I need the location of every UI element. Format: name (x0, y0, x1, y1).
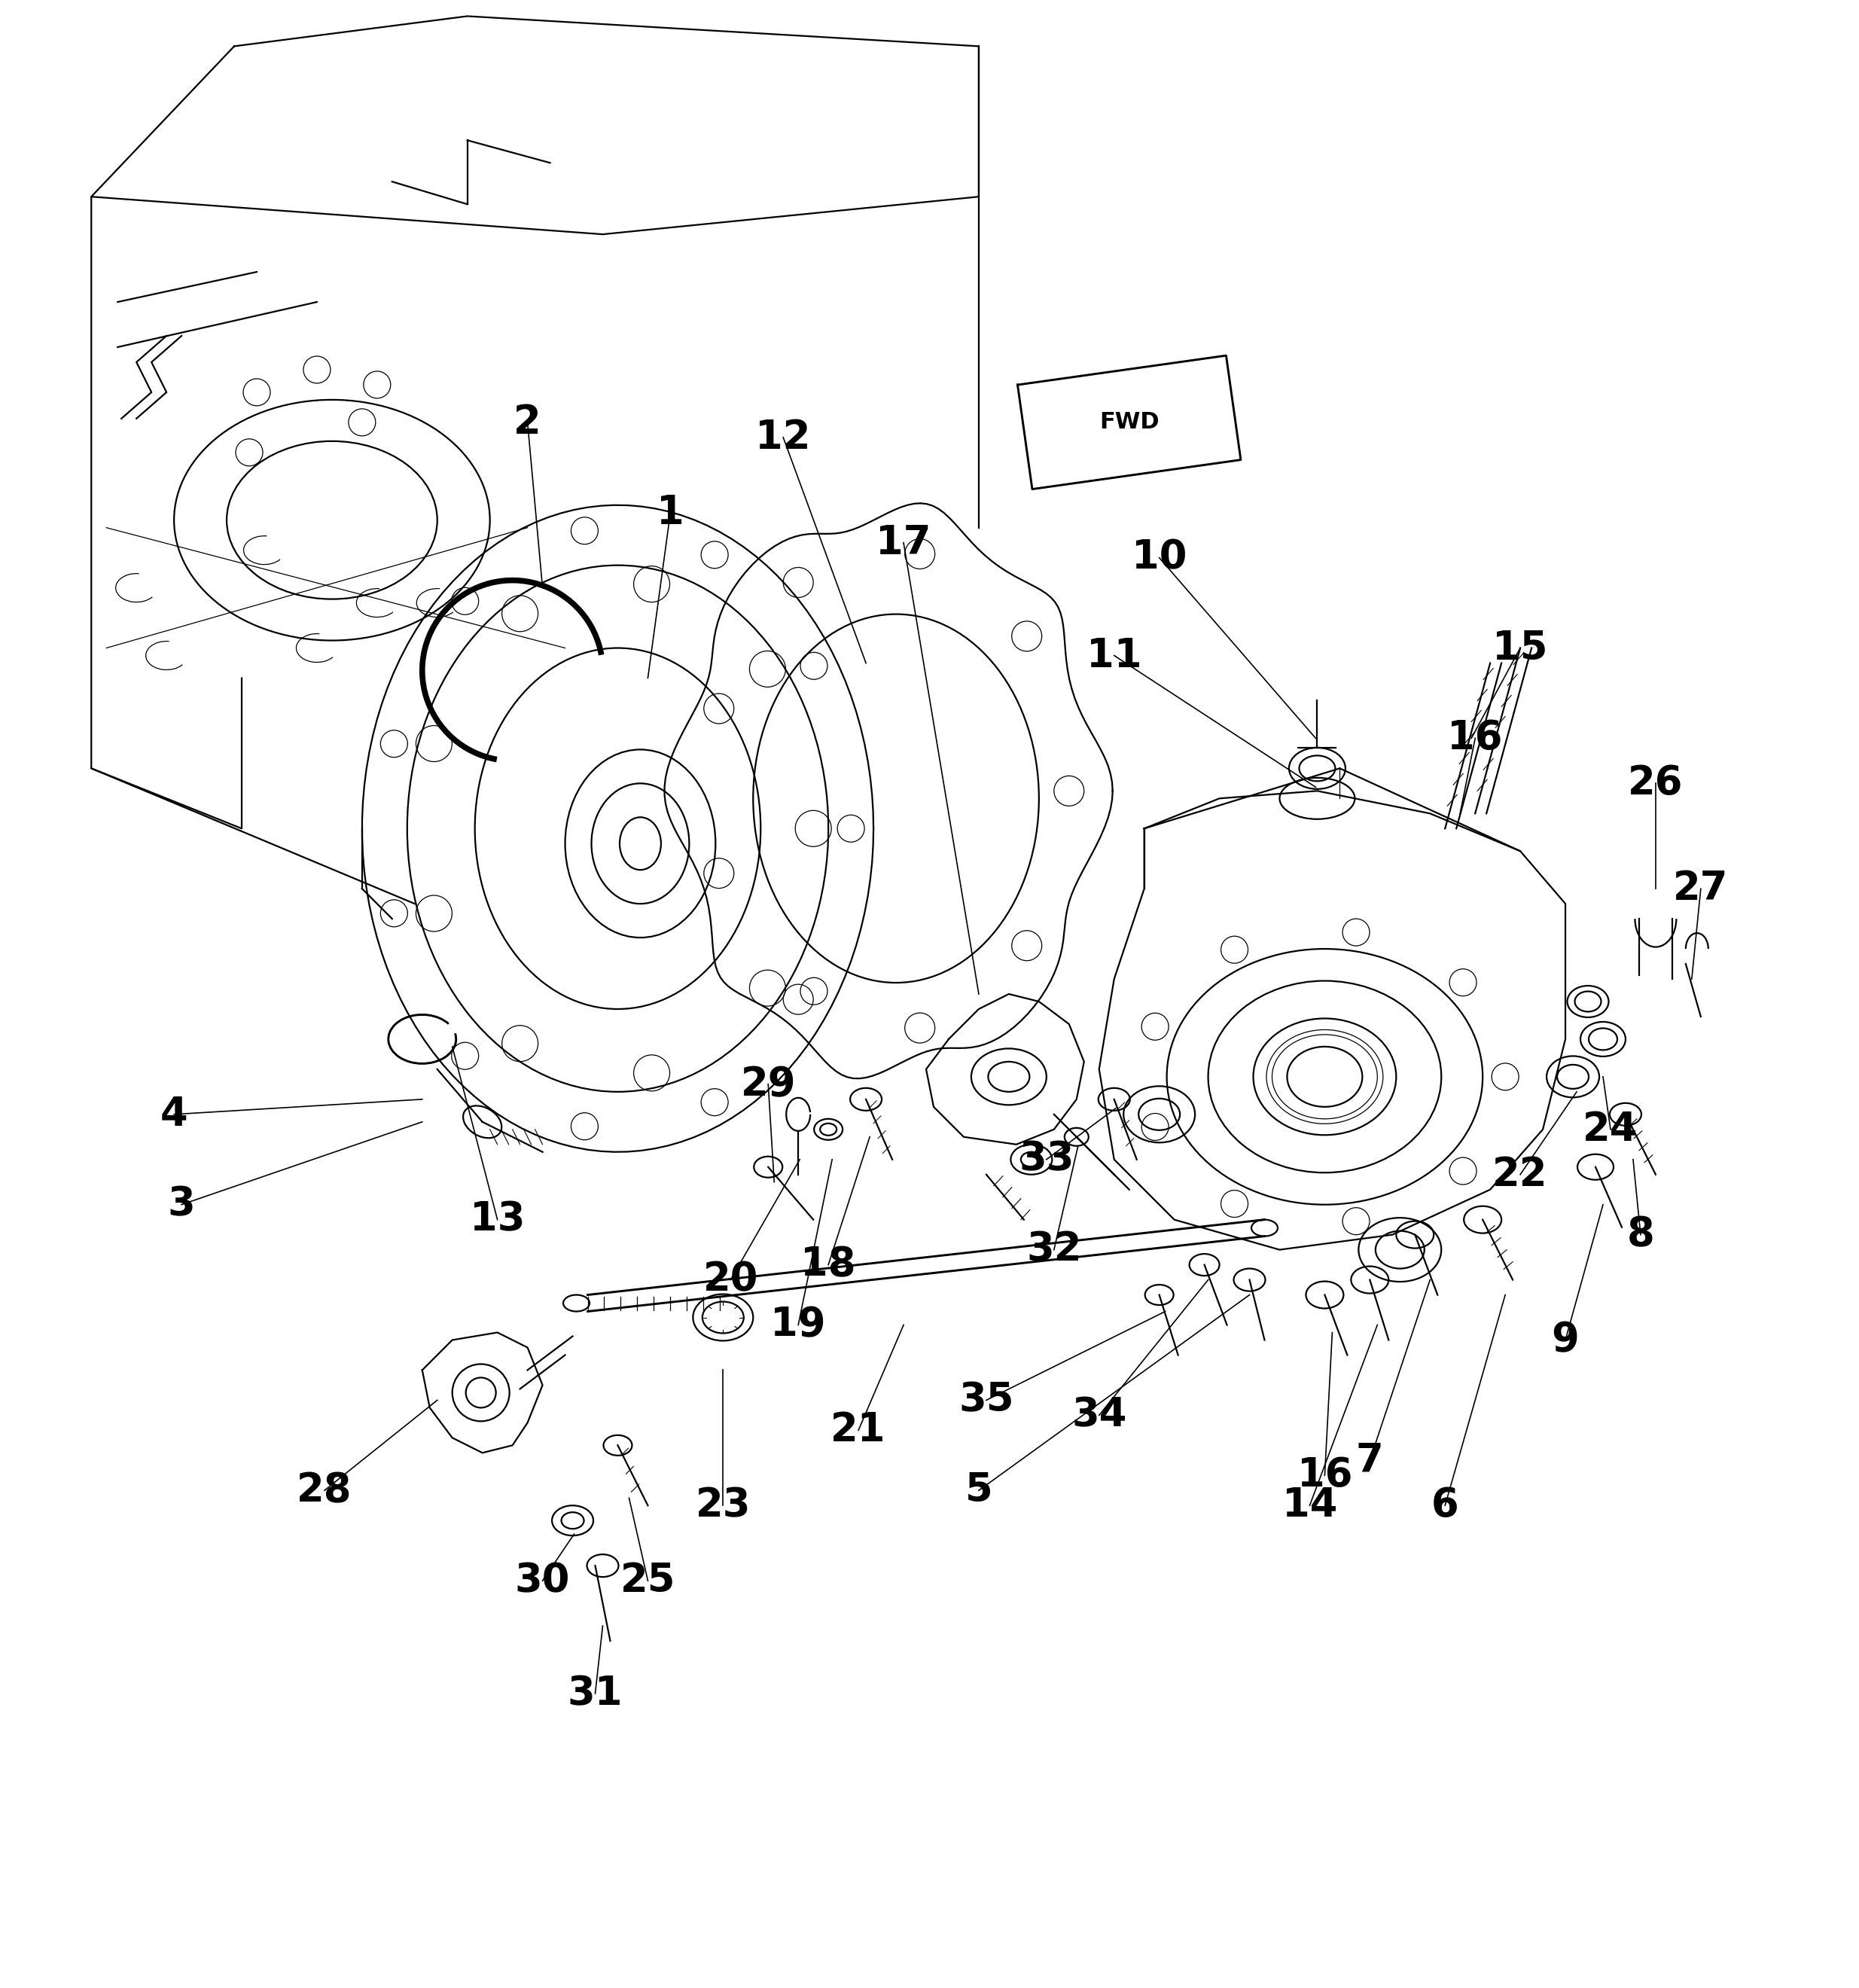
Text: 9: 9 (1552, 1320, 1580, 1360)
Text: 14: 14 (1283, 1485, 1337, 1525)
Text: 32: 32 (1026, 1231, 1082, 1268)
Text: 5: 5 (965, 1471, 993, 1511)
Text: 35: 35 (959, 1380, 1013, 1419)
Text: 3: 3 (167, 1185, 195, 1225)
Text: 23: 23 (695, 1485, 751, 1525)
Text: 10: 10 (1132, 539, 1186, 577)
Text: 6: 6 (1431, 1485, 1459, 1525)
Text: 30: 30 (515, 1561, 571, 1600)
Text: 25: 25 (621, 1561, 675, 1600)
Text: 7: 7 (1355, 1441, 1383, 1479)
Text: 13: 13 (470, 1201, 524, 1239)
Text: 16: 16 (1298, 1455, 1351, 1495)
Text: 21: 21 (831, 1411, 887, 1449)
Text: 18: 18 (801, 1244, 855, 1284)
Text: 17: 17 (876, 523, 931, 563)
Text: 33: 33 (1019, 1139, 1075, 1179)
Text: 24: 24 (1582, 1109, 1638, 1149)
Text: 1: 1 (656, 493, 684, 533)
Text: 20: 20 (703, 1260, 758, 1300)
Text: 16: 16 (1448, 720, 1502, 757)
Text: 26: 26 (1628, 763, 1682, 803)
Text: 27: 27 (1673, 869, 1729, 909)
Text: 11: 11 (1086, 636, 1141, 676)
Text: 12: 12 (755, 417, 811, 457)
Text: 4: 4 (160, 1095, 188, 1133)
Text: 8: 8 (1627, 1215, 1655, 1254)
Text: 28: 28 (297, 1471, 351, 1511)
Text: 19: 19 (771, 1306, 825, 1344)
Text: 31: 31 (567, 1674, 623, 1714)
Text: FWD: FWD (1099, 412, 1160, 433)
Text: 34: 34 (1071, 1396, 1127, 1435)
Text: 22: 22 (1493, 1155, 1549, 1195)
Text: 29: 29 (740, 1066, 796, 1103)
Text: 15: 15 (1493, 628, 1549, 668)
Text: 2: 2 (513, 404, 541, 441)
